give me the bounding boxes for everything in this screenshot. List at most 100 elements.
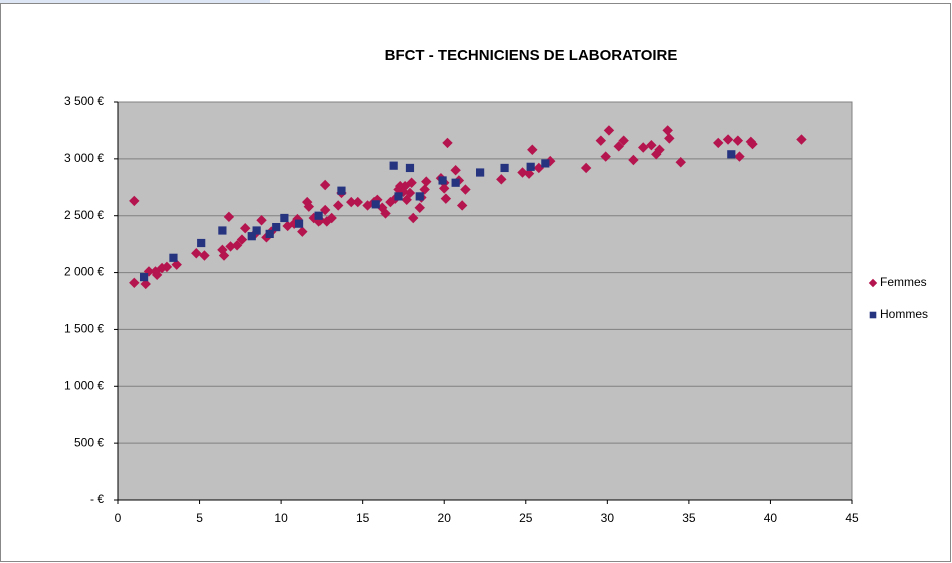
- point: [439, 183, 450, 194]
- legend-label: Hommes: [880, 307, 928, 321]
- point: [526, 162, 535, 171]
- point: [722, 134, 734, 145]
- y-tick-label: 3 500 €: [64, 94, 104, 108]
- point: [438, 176, 447, 185]
- point: [151, 269, 163, 281]
- chart-title: BFCT - TECHNICIENS DE LABORATOIRE: [385, 47, 678, 64]
- point: [404, 187, 416, 199]
- point: [419, 184, 430, 195]
- point: [442, 137, 453, 149]
- point: [218, 226, 227, 235]
- point: [218, 250, 230, 261]
- x-tick-label: 20: [438, 511, 452, 525]
- point: [394, 192, 403, 201]
- point: [247, 232, 256, 241]
- point: [603, 125, 615, 136]
- x-tick-label: 5: [196, 511, 203, 525]
- point: [352, 196, 363, 208]
- point: [332, 200, 344, 211]
- point: [362, 200, 373, 211]
- point: [303, 201, 315, 212]
- point: [297, 226, 308, 237]
- point: [240, 223, 251, 234]
- point: [496, 174, 507, 185]
- point: [517, 167, 528, 178]
- y-tick-label: 3 000 €: [64, 151, 104, 165]
- point: [197, 238, 206, 248]
- point: [638, 142, 649, 153]
- legend-label: Femmes: [880, 275, 927, 289]
- point: [272, 222, 281, 232]
- point: [460, 184, 471, 195]
- point: [129, 277, 140, 289]
- point: [406, 177, 417, 188]
- point: [171, 259, 182, 270]
- point: [265, 229, 274, 239]
- point: [527, 144, 538, 155]
- y-tick-label: 1 500 €: [64, 322, 104, 336]
- point: [415, 192, 424, 201]
- point: [223, 211, 235, 223]
- point: [628, 154, 639, 166]
- point: [654, 144, 665, 155]
- point: [451, 178, 460, 187]
- point: [294, 219, 304, 228]
- y-tick-label: 500 €: [74, 435, 104, 449]
- y-tick-label: 1 000 €: [64, 378, 104, 392]
- point: [523, 168, 535, 179]
- point: [734, 151, 745, 162]
- point: [440, 193, 452, 204]
- point: [796, 134, 807, 145]
- point: [613, 141, 624, 152]
- point: [476, 168, 485, 177]
- point: [169, 253, 178, 262]
- point: [389, 161, 398, 170]
- point: [314, 211, 323, 220]
- x-tick-label: 25: [519, 511, 533, 525]
- point: [713, 137, 724, 149]
- point: [541, 159, 550, 168]
- point: [236, 234, 248, 245]
- point: [646, 140, 657, 151]
- point: [129, 195, 140, 207]
- point: [380, 208, 391, 219]
- chart-frame: [0, 3, 951, 562]
- x-tick-label: 10: [274, 511, 288, 525]
- point: [337, 186, 346, 195]
- point: [414, 202, 425, 213]
- point: [747, 138, 758, 150]
- plot-area: [117, 101, 853, 501]
- y-tick-label: - €: [90, 492, 104, 506]
- point: [732, 135, 744, 146]
- point: [326, 212, 337, 224]
- y-tick-label: 2 500 €: [64, 208, 104, 222]
- y-tick-label: 2 000 €: [64, 265, 104, 279]
- x-tick-label: 30: [601, 511, 615, 525]
- point: [405, 163, 415, 173]
- legend-marker: [868, 278, 878, 288]
- point: [456, 200, 468, 211]
- x-tick-label: 35: [682, 511, 696, 525]
- point: [371, 200, 380, 209]
- legend-marker: [869, 311, 877, 319]
- x-tick-label: 45: [845, 511, 859, 525]
- point: [600, 151, 611, 162]
- point: [199, 250, 210, 261]
- point: [256, 215, 267, 226]
- x-tick-label: 0: [115, 511, 122, 525]
- x-tick-label: 40: [764, 511, 778, 525]
- point: [580, 162, 592, 174]
- point: [252, 226, 261, 235]
- point: [191, 248, 202, 259]
- point: [140, 278, 151, 290]
- point: [727, 150, 736, 159]
- point: [161, 261, 173, 273]
- point: [280, 213, 289, 223]
- point: [500, 163, 509, 173]
- point: [675, 157, 686, 168]
- point: [595, 135, 607, 146]
- point: [401, 194, 412, 206]
- point: [664, 133, 675, 144]
- point: [319, 179, 331, 191]
